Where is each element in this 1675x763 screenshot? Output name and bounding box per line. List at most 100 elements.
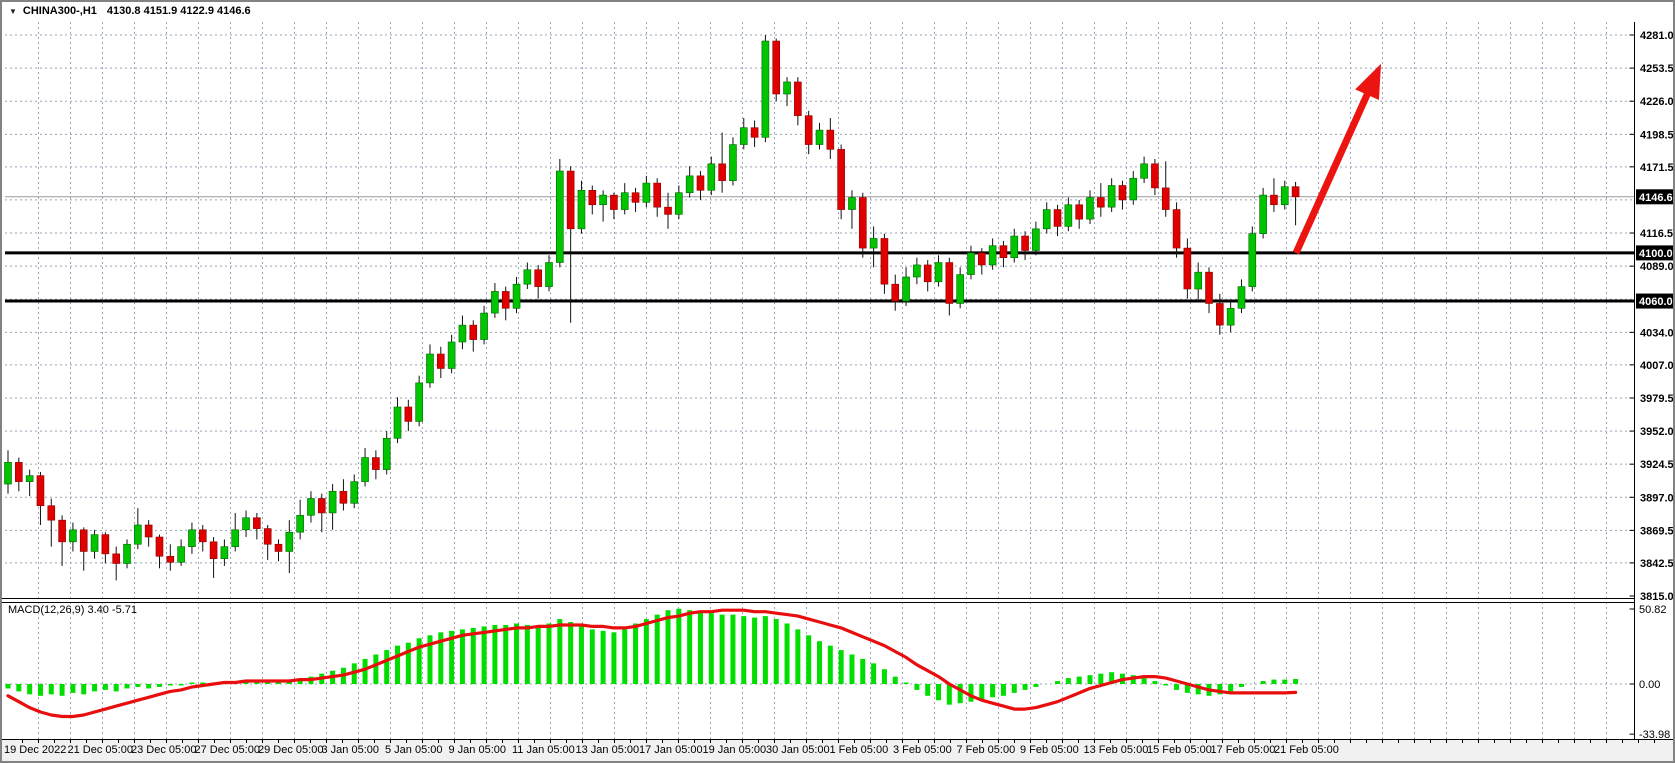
macd-histogram-bar <box>1238 684 1244 687</box>
macd-histogram-bar <box>1293 678 1299 684</box>
bull-candle <box>545 262 553 287</box>
time-axis-label: 3 Jan 05:00 <box>322 744 380 756</box>
macd-histogram-bar <box>405 642 411 684</box>
macd-histogram-bar <box>762 616 768 684</box>
time-axis-label: 11 Jan 05:00 <box>512 744 575 756</box>
bear-candle <box>1216 303 1224 326</box>
macd-histogram-bar <box>146 684 152 689</box>
macd-histogram-bar <box>481 626 487 684</box>
macd-histogram-bar <box>752 617 758 684</box>
time-axis-label: 7 Feb 05:00 <box>957 744 1016 756</box>
bear-candle <box>804 115 813 145</box>
bull-candle <box>90 534 99 552</box>
bear-candle <box>664 206 672 215</box>
bull-candle <box>1194 271 1202 290</box>
macd-histogram-bar <box>189 682 195 684</box>
bear-candle <box>1270 194 1278 206</box>
bull-candle <box>913 264 921 278</box>
macd-histogram-bar <box>503 624 509 684</box>
macd-histogram-bar <box>16 684 22 692</box>
bear-candle <box>588 189 597 206</box>
macd-histogram-bar <box>968 684 974 702</box>
bear-candle <box>858 197 867 249</box>
macd-histogram-bar <box>1271 679 1277 684</box>
price-axis-label: 4034.0 <box>1640 327 1674 339</box>
time-axis-label: 1 Feb 05:00 <box>830 744 889 756</box>
bear-candle <box>1172 209 1181 249</box>
macd-histogram-bar <box>113 684 119 692</box>
macd-histogram-bar <box>957 684 963 704</box>
macd-histogram-bar <box>925 684 931 696</box>
macd-histogram-bar <box>589 629 595 684</box>
macd-histogram-bar <box>611 632 617 684</box>
macd-histogram-bar <box>1174 684 1180 690</box>
bull-candle <box>1226 307 1235 326</box>
price-axis-label: 3842.5 <box>1640 558 1674 570</box>
bull-candle <box>685 175 694 194</box>
price-axis-label: 3815.0 <box>1640 591 1674 603</box>
macd-histogram-bar <box>697 611 703 684</box>
macd-histogram-bar <box>470 627 476 684</box>
bear-candle <box>15 462 23 482</box>
macd-histogram-bar <box>838 650 844 684</box>
bear-candle <box>696 175 705 191</box>
macd-histogram-bar <box>1228 684 1234 692</box>
bull-candle <box>4 462 12 485</box>
macd-histogram-bar <box>297 679 303 684</box>
trend-arrow-head[interactable] <box>1355 63 1381 101</box>
level-price-label: 4060.0 <box>1639 296 1673 308</box>
macd-histogram-bar <box>167 684 173 686</box>
time-axis-label: 5 Jan 05:00 <box>385 744 443 756</box>
bull-candle <box>1129 177 1138 201</box>
macd-histogram-bar <box>124 684 130 689</box>
bull-candle <box>620 192 629 210</box>
macd-histogram-bar <box>784 623 790 684</box>
macd-histogram-bar <box>1033 684 1039 687</box>
macd-histogram-bar <box>1011 684 1017 693</box>
macd-histogram-bar <box>676 608 682 684</box>
symbol-dropdown-icon[interactable]: ▼ <box>9 6 17 16</box>
macd-histogram-bar <box>1087 675 1093 684</box>
macd-histogram-bar <box>535 624 541 684</box>
bull-candle <box>296 515 304 533</box>
macd-histogram-bar <box>384 650 390 684</box>
time-axis-label: 23 Dec 05:00 <box>131 744 196 756</box>
bull-candle <box>491 291 499 314</box>
macd-axis-label: 0.00 <box>1639 679 1660 691</box>
bull-candle <box>815 129 824 145</box>
price-axis-label: 4116.5 <box>1640 228 1673 240</box>
macd-histogram-bar <box>362 658 368 684</box>
bear-candle <box>1021 235 1029 251</box>
trend-arrow-shaft[interactable] <box>1292 89 1372 255</box>
bear-candle <box>263 528 272 545</box>
macd-histogram-bar <box>633 623 639 684</box>
bull-candle <box>1107 185 1116 208</box>
bear-candle <box>1205 271 1213 304</box>
bear-candle <box>794 81 802 116</box>
bear-candle <box>610 194 618 210</box>
time-axis-label: 19 Dec 2022 <box>4 744 66 756</box>
macd-histogram-bar <box>741 616 747 684</box>
bear-candle <box>166 555 175 563</box>
bull-candle <box>642 182 651 203</box>
macd-histogram-bar <box>936 684 942 701</box>
macd-histogram-bar <box>427 635 433 684</box>
macd-histogram-bar <box>1184 684 1190 693</box>
bull-candle <box>123 543 131 564</box>
macd-histogram-bar <box>871 663 877 684</box>
time-axis-label: 15 Feb 05:00 <box>1147 744 1212 756</box>
bull-candle <box>512 283 521 309</box>
bear-candle <box>58 519 66 543</box>
macd-histogram-bar <box>416 638 422 684</box>
macd-histogram-bar <box>1065 678 1071 684</box>
bear-candle <box>1183 247 1192 290</box>
bear-candle <box>112 553 120 564</box>
time-axis-label: 9 Feb 05:00 <box>1020 744 1079 756</box>
bull-candle <box>361 457 369 482</box>
bear-candle <box>144 524 153 538</box>
bear-candle <box>47 505 56 521</box>
bear-candle <box>566 170 575 230</box>
bear-candle <box>1151 163 1159 189</box>
bear-candle <box>1161 187 1170 210</box>
